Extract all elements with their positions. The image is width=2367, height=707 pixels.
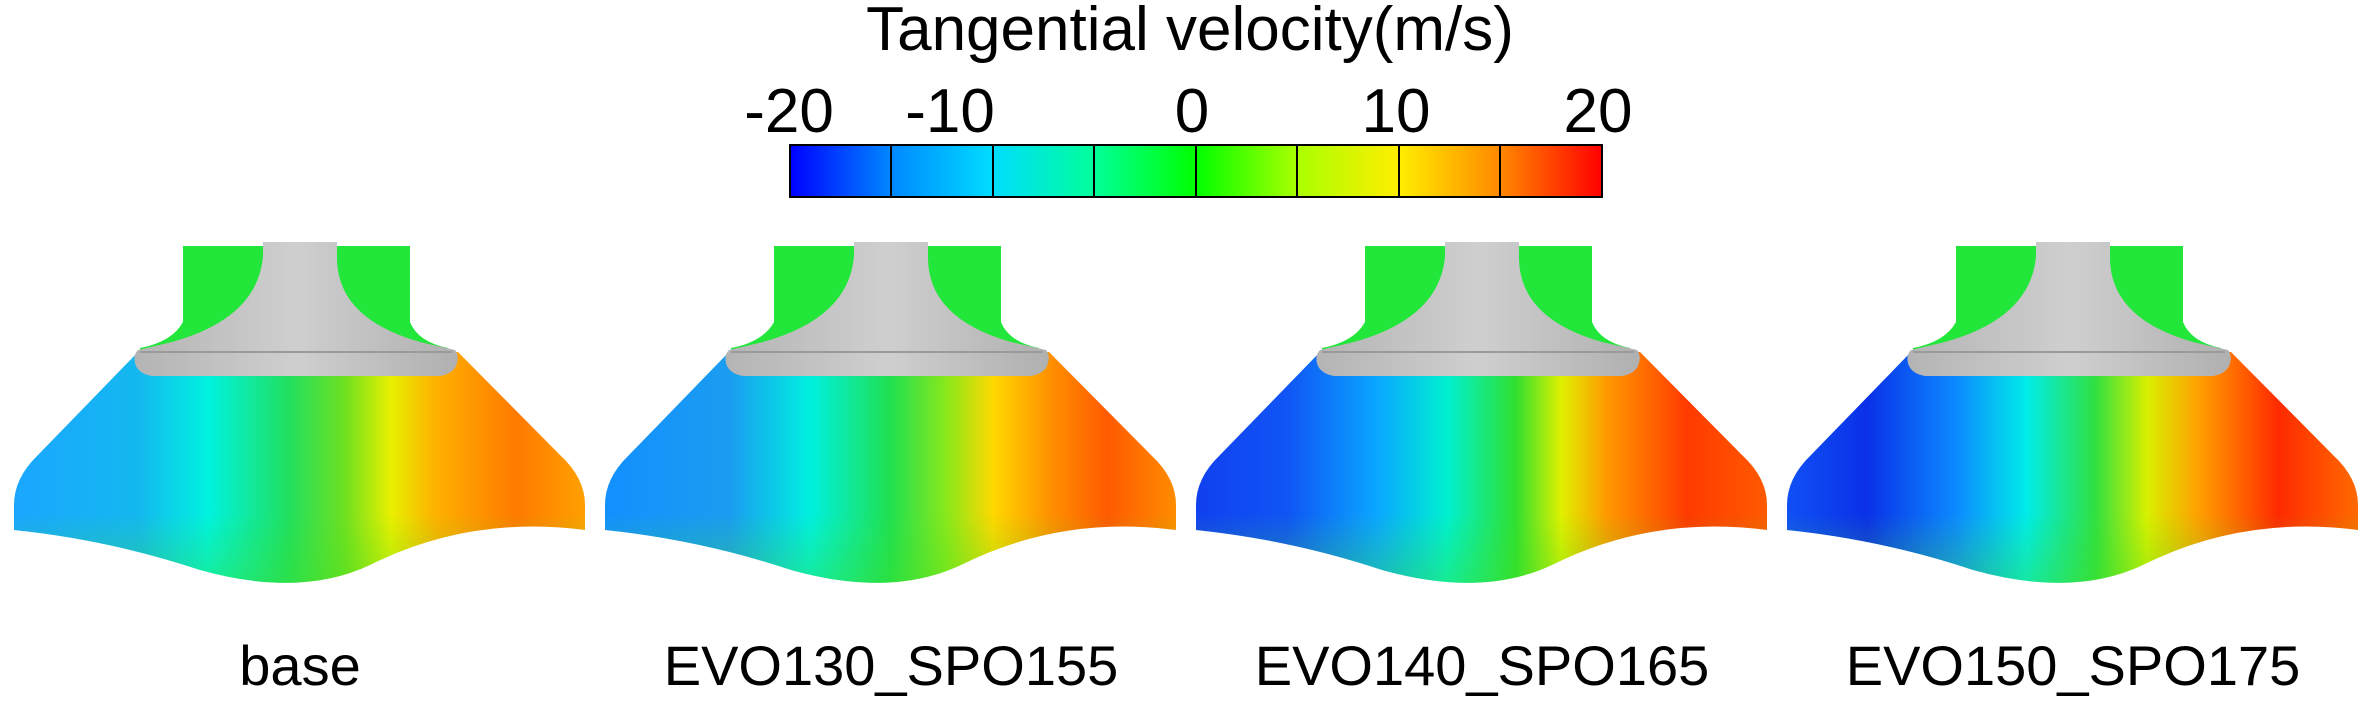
colorbar-tick-label: -10 bbox=[905, 77, 995, 146]
contour-shape bbox=[604, 241, 1177, 584]
contour-shape bbox=[1195, 241, 1768, 584]
contour-panel-evo140-spo165: EVO140_SPO165 bbox=[1195, 241, 1768, 697]
colorbar-tick-label: 10 bbox=[1362, 77, 1431, 146]
contour-panel-evo150-spo175: EVO150_SPO175 bbox=[1786, 241, 2359, 697]
contour-shape bbox=[1786, 241, 2359, 584]
contour-shape bbox=[13, 241, 586, 584]
colorbar-frame bbox=[789, 144, 1603, 198]
colorbar-title: Tangential velocity(m/s) bbox=[866, 0, 1514, 64]
colorbar-dividers bbox=[890, 145, 1501, 197]
colorbar-tick-label: 20 bbox=[1564, 77, 1633, 146]
colorbar-tick-labels: -20 -10 0 10 20 bbox=[744, 77, 1632, 146]
panel-label: EVO150_SPO175 bbox=[1846, 634, 2301, 697]
colorbar-tick-label: 0 bbox=[1175, 77, 1209, 146]
colorbar-tick-label: -20 bbox=[744, 77, 834, 146]
contour-panel-base: base bbox=[13, 241, 586, 697]
panel-label: base bbox=[239, 634, 360, 697]
colorbar bbox=[789, 144, 1603, 198]
contour-panel-evo130-spo155: EVO130_SPO155 bbox=[604, 241, 1177, 697]
panel-label: EVO130_SPO155 bbox=[664, 634, 1119, 697]
panel-label: EVO140_SPO165 bbox=[1255, 634, 1710, 697]
